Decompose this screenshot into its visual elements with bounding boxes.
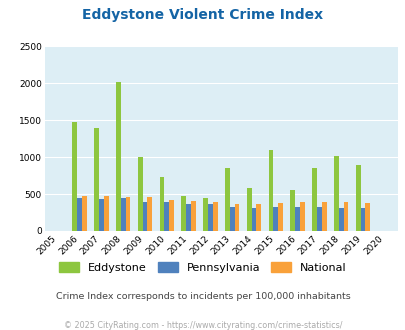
Bar — [159, 177, 164, 231]
Bar — [147, 197, 152, 231]
Bar — [256, 204, 260, 231]
Bar — [311, 168, 316, 231]
Bar — [169, 200, 173, 231]
Bar — [321, 202, 326, 231]
Bar — [268, 150, 273, 231]
Bar — [290, 190, 294, 231]
Bar — [142, 202, 147, 231]
Bar — [251, 208, 256, 231]
Bar — [116, 82, 120, 231]
Bar — [120, 198, 125, 231]
Bar — [246, 188, 251, 231]
Bar — [316, 207, 321, 231]
Bar — [125, 197, 130, 231]
Bar — [164, 202, 169, 231]
Bar — [99, 199, 104, 231]
Bar — [299, 202, 304, 231]
Bar — [224, 168, 229, 231]
Legend: Eddystone, Pennsylvania, National: Eddystone, Pennsylvania, National — [55, 258, 350, 278]
Bar — [77, 198, 82, 231]
Bar — [294, 207, 299, 231]
Bar — [234, 204, 239, 231]
Bar — [273, 207, 277, 231]
Bar — [202, 198, 207, 231]
Bar — [94, 127, 99, 231]
Text: © 2025 CityRating.com - https://www.cityrating.com/crime-statistics/: © 2025 CityRating.com - https://www.city… — [64, 321, 341, 330]
Bar — [207, 204, 212, 231]
Bar — [212, 202, 217, 231]
Bar — [137, 157, 142, 231]
Bar — [72, 121, 77, 231]
Bar — [343, 202, 347, 231]
Bar — [229, 207, 234, 231]
Text: Crime Index corresponds to incidents per 100,000 inhabitants: Crime Index corresponds to incidents per… — [55, 292, 350, 301]
Bar — [333, 156, 338, 231]
Bar — [82, 196, 87, 231]
Bar — [338, 208, 343, 231]
Bar — [364, 203, 369, 231]
Bar — [360, 208, 364, 231]
Bar — [277, 203, 282, 231]
Bar — [104, 196, 108, 231]
Bar — [186, 204, 190, 231]
Bar — [355, 165, 360, 231]
Bar — [190, 201, 195, 231]
Text: Eddystone Violent Crime Index: Eddystone Violent Crime Index — [82, 8, 323, 22]
Bar — [181, 196, 186, 231]
